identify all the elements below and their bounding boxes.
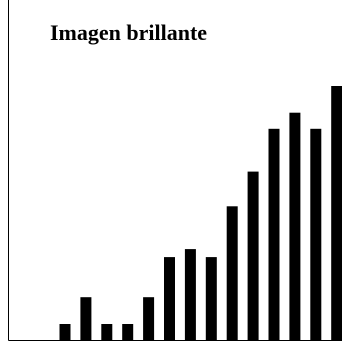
bar-4 [122,324,134,340]
bar-13 [310,128,322,340]
bar-6 [164,257,175,340]
bar-5 [143,297,155,340]
bar-3 [101,324,113,340]
bar-10 [247,171,259,340]
bar-14 [331,86,342,340]
bar-7 [184,249,196,340]
bar-11 [268,128,280,340]
chart-title: Imagen brillante [50,20,207,45]
bar-2 [80,297,92,340]
bar-1 [59,324,71,340]
bars-group [59,86,342,340]
bar-12 [289,112,301,340]
bar-9 [226,206,238,340]
bar-8 [205,257,217,340]
